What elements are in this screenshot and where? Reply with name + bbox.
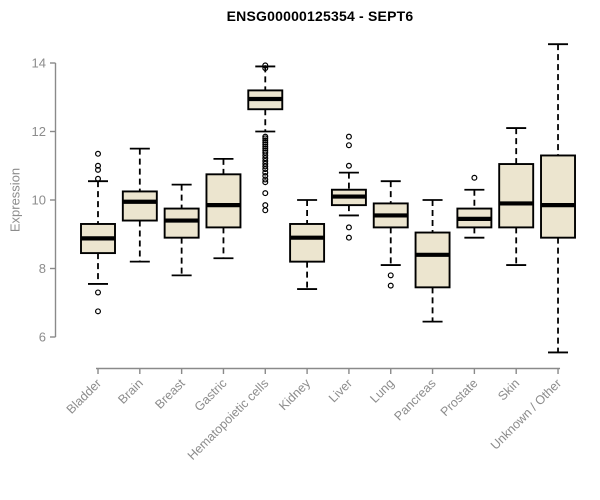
- outlier-point: [94, 308, 101, 315]
- y-tick-label: 12: [32, 124, 46, 139]
- boxplot-skin: [498, 127, 535, 266]
- x-tick-label-unknown-other: Unknown / Other: [488, 376, 564, 452]
- y-tick-label: 8: [39, 261, 46, 276]
- outlier-point: [94, 162, 101, 169]
- outlier-point: [262, 139, 269, 146]
- outlier-point: [262, 163, 269, 170]
- boxplot-prostate: [456, 174, 493, 239]
- y-axis: 6 8 10 12 14: [32, 56, 57, 345]
- x-tick-label-prostate: Prostate: [438, 376, 481, 419]
- outlier-point: [345, 162, 352, 169]
- outlier-point: [262, 207, 269, 214]
- outlier-point: [262, 176, 269, 183]
- iqr-box: [540, 154, 576, 239]
- boxplot-pancreas: [414, 199, 451, 323]
- y-tick-label: 10: [32, 193, 46, 208]
- outlier-point: [262, 141, 269, 148]
- outlier-point: [262, 152, 269, 159]
- iqr-box: [163, 207, 200, 239]
- outlier-point: [262, 65, 269, 72]
- outlier-point: [262, 190, 269, 197]
- outlier-point: [262, 135, 269, 142]
- boxplot-brain: [121, 147, 158, 263]
- x-tick-label-lung: Lung: [367, 376, 397, 406]
- boxplot-kidney: [289, 199, 326, 290]
- iqr-box: [498, 163, 535, 229]
- chart-title: ENSG00000125354 - SEPT6: [226, 8, 414, 24]
- outlier-point: [262, 155, 269, 162]
- outlier-point: [262, 169, 269, 176]
- outlier-point: [262, 173, 269, 180]
- outlier-point: [262, 179, 269, 186]
- outlier-point: [471, 174, 478, 181]
- boxplot-liver: [330, 133, 367, 241]
- outlier-point: [345, 224, 352, 231]
- boxplot-hematopoietic-cells: [247, 62, 284, 214]
- outlier-point: [262, 143, 269, 150]
- outlier-point: [387, 272, 394, 279]
- outlier-point: [345, 142, 352, 149]
- outlier-point: [94, 175, 101, 182]
- boxplot-gastric: [205, 157, 242, 260]
- x-tick-label-brain: Brain: [115, 376, 146, 407]
- x-tick-label-breast: Breast: [152, 376, 188, 412]
- outlier-point: [345, 234, 352, 241]
- outlier-point: [262, 166, 269, 173]
- x-tick-label-kidney: Kidney: [276, 376, 313, 413]
- boxplot-breast: [163, 183, 200, 277]
- x-tick-label-skin: Skin: [495, 376, 522, 403]
- outlier-point: [262, 137, 269, 144]
- outlier-point: [387, 282, 394, 289]
- outlier-point: [345, 133, 352, 140]
- boxplot-bladder: [80, 150, 116, 315]
- iqr-box: [414, 231, 451, 289]
- x-tick-label-hematopoietic-cells: Hematopoietic cells: [185, 376, 272, 463]
- outlier-point: [262, 202, 269, 209]
- outlier-point: [94, 150, 101, 157]
- outlier-point: [262, 149, 269, 156]
- iqr-box: [121, 190, 158, 222]
- x-tick-label-bladder: Bladder: [64, 376, 104, 416]
- x-tick-label-pancreas: Pancreas: [391, 376, 438, 423]
- y-tick-label: 6: [39, 330, 46, 345]
- outlier-point: [262, 145, 269, 152]
- outlier-point: [262, 62, 269, 69]
- boxplot-unknown-other: [540, 43, 576, 354]
- outlier-point: [262, 157, 269, 164]
- y-tick-label: 14: [32, 56, 46, 71]
- outlier-point: [94, 166, 101, 173]
- outlier-point: [94, 289, 101, 296]
- boxplot-lung: [372, 180, 409, 289]
- iqr-box: [205, 173, 242, 229]
- outlier-point: [262, 160, 269, 167]
- iqr-box: [289, 223, 326, 263]
- x-tick-label-gastric: Gastric: [192, 376, 230, 414]
- x-tick-label-liver: Liver: [326, 376, 355, 405]
